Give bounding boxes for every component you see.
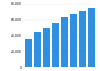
Bar: [26, 39, 32, 67]
Bar: [34, 32, 41, 67]
Bar: [52, 23, 59, 67]
Bar: [70, 14, 77, 67]
Bar: [88, 8, 94, 67]
Bar: [61, 17, 68, 67]
Bar: [43, 28, 50, 67]
Bar: [79, 11, 86, 67]
